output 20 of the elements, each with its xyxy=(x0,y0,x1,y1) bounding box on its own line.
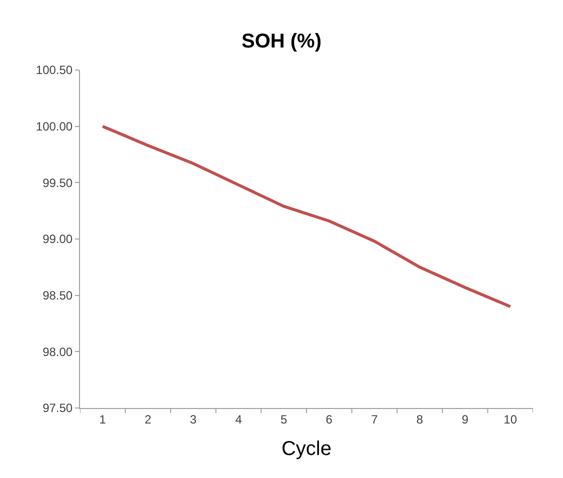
y-tick-label: 99.00 xyxy=(42,232,73,246)
chart-title: SOH (%) xyxy=(242,30,322,52)
line-series xyxy=(101,124,512,308)
x-tick-label: 5 xyxy=(280,412,288,426)
y-tick-label: 99.50 xyxy=(42,176,73,190)
x-tick-label: 3 xyxy=(190,412,197,426)
x-tick-label: 1 xyxy=(99,412,106,426)
y-tick-label: 98.00 xyxy=(42,344,73,359)
x-tick-label: 6 xyxy=(326,412,333,426)
y-tick-label: 100.50 xyxy=(36,63,73,78)
x-tick-label: 10 xyxy=(504,412,518,426)
x-tick-label: 7 xyxy=(371,412,378,426)
x-axis-title: Cycle xyxy=(281,438,332,460)
x-tick-label: 4 xyxy=(235,412,242,426)
x-tick-label: 8 xyxy=(416,412,424,426)
x-tick-label: 2 xyxy=(144,412,152,426)
y-tick-label: 97.50 xyxy=(42,401,73,416)
x-tick-label: 9 xyxy=(462,412,469,426)
y-tick-label: 100.00 xyxy=(36,120,73,134)
y-tick-label: 98.50 xyxy=(42,288,73,303)
